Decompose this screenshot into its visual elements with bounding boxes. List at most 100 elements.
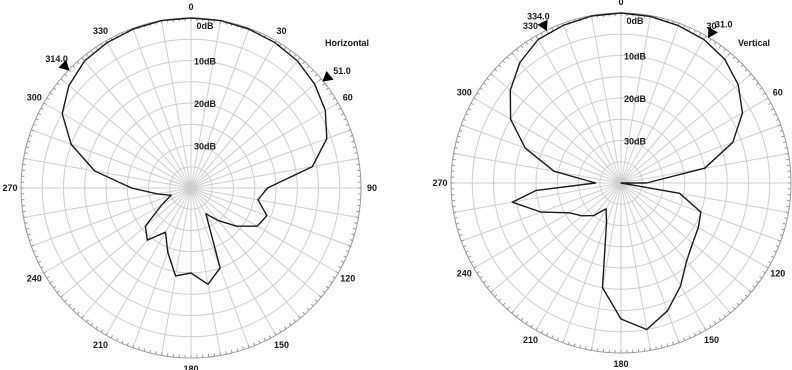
grid-spoke bbox=[43, 187, 192, 274]
grid-tick bbox=[253, 342, 256, 346]
grid-tick bbox=[698, 32, 702, 36]
grid-tick bbox=[335, 102, 339, 105]
grid-tick bbox=[467, 255, 472, 258]
grid-tick bbox=[479, 275, 483, 279]
grid-tick bbox=[306, 307, 310, 311]
grid-tick bbox=[773, 113, 777, 116]
grid-tick bbox=[777, 239, 781, 242]
grid-tick bbox=[37, 260, 42, 263]
grid-spoke bbox=[190, 28, 250, 189]
grid-spoke bbox=[190, 187, 222, 356]
grid-tick bbox=[649, 347, 652, 351]
grid-spoke bbox=[490, 73, 622, 184]
beamwidth-marker-label: 314.0 bbox=[45, 54, 68, 64]
radial-tick-label: 10dB bbox=[624, 52, 647, 62]
grid-spoke bbox=[620, 182, 769, 269]
radial-tick-label: 30dB bbox=[624, 137, 647, 147]
grid-tick bbox=[688, 335, 691, 339]
grid-spoke bbox=[490, 182, 622, 293]
grid-tick bbox=[498, 298, 502, 302]
grid-tick bbox=[515, 314, 519, 318]
grid-tick bbox=[723, 314, 727, 318]
grid-tick bbox=[236, 348, 239, 352]
grid-tick bbox=[25, 227, 30, 230]
grid-tick bbox=[274, 332, 277, 336]
vertical-polar-grid bbox=[450, 12, 792, 354]
grid-tick bbox=[494, 294, 498, 298]
grid-tick bbox=[132, 344, 135, 348]
grid-tick bbox=[773, 250, 777, 253]
grid-spoke bbox=[81, 57, 192, 189]
grid-tick bbox=[43, 102, 47, 105]
grid-tick bbox=[283, 46, 287, 50]
grid-spoke bbox=[190, 129, 351, 189]
grid-tick bbox=[762, 92, 766, 95]
grid-tick bbox=[748, 73, 752, 77]
grid-tick bbox=[314, 73, 318, 77]
radial-tick-label: 20dB bbox=[624, 94, 647, 104]
angle-tick-label: 120 bbox=[770, 269, 785, 279]
grid-tick bbox=[155, 351, 157, 355]
grid-tick bbox=[530, 38, 533, 42]
grid-tick bbox=[268, 335, 272, 339]
grid-tick bbox=[68, 303, 72, 307]
grid-tick bbox=[779, 129, 783, 132]
grid-tick bbox=[314, 299, 318, 303]
grid-tick bbox=[279, 329, 282, 333]
grid-tick bbox=[525, 41, 529, 45]
grid-spoke bbox=[535, 35, 622, 184]
grid-tick bbox=[525, 321, 529, 325]
grid-tick bbox=[782, 141, 787, 144]
grid-tick bbox=[765, 266, 769, 269]
grid-spoke bbox=[511, 52, 622, 184]
grid-spoke bbox=[562, 182, 622, 343]
grid-tick bbox=[325, 285, 329, 289]
grid-tick bbox=[655, 346, 657, 350]
grid-tick bbox=[23, 216, 27, 219]
grid-tick bbox=[351, 233, 355, 236]
grid-tick bbox=[752, 77, 756, 81]
grid-tick bbox=[779, 234, 783, 237]
grid-tick bbox=[56, 290, 60, 294]
grid-tick bbox=[530, 324, 533, 328]
grid-spoke bbox=[190, 187, 339, 274]
grid-tick bbox=[90, 50, 94, 54]
grid-spoke bbox=[190, 102, 339, 189]
pattern-line bbox=[509, 12, 744, 331]
angle-tick-label: 180 bbox=[183, 364, 198, 370]
pattern-line bbox=[61, 17, 328, 285]
grid-tick bbox=[748, 289, 752, 293]
grid-tick bbox=[677, 339, 680, 343]
grid-tick bbox=[465, 250, 469, 253]
angle-tick-label: 0 bbox=[618, 0, 623, 7]
grid-tick bbox=[573, 343, 576, 347]
grid-tick bbox=[494, 68, 498, 72]
grid-tick bbox=[318, 78, 322, 82]
angle-tick-label: 30 bbox=[706, 21, 716, 31]
grid-tick bbox=[709, 324, 712, 328]
vertical-markers: 334.0 31.0 bbox=[527, 12, 733, 39]
grid-tick bbox=[718, 45, 722, 49]
grid-tick bbox=[579, 344, 582, 349]
grid-tick bbox=[770, 108, 775, 111]
beamwidth-marker-label: 31.0 bbox=[715, 19, 733, 29]
grid-tick bbox=[768, 102, 772, 106]
grid-spoke bbox=[620, 182, 680, 343]
horizontal-angle-labels: 0 30 60 90 120 150 180 210 240 270 300 330 bbox=[2, 2, 377, 370]
beamwidth-marker bbox=[537, 19, 548, 32]
radial-tick-label: 10dB bbox=[194, 57, 217, 67]
grid-tick bbox=[483, 82, 487, 86]
grid-spoke bbox=[190, 187, 301, 319]
grid-tick bbox=[355, 157, 359, 160]
grid-tick bbox=[306, 65, 310, 69]
angle-tick-label: 300 bbox=[27, 93, 42, 103]
grid-tick bbox=[520, 317, 524, 321]
grid-tick bbox=[288, 50, 292, 54]
horizontal-polar-grid bbox=[20, 17, 362, 359]
grid-tick bbox=[740, 64, 744, 68]
grid-tick bbox=[64, 299, 68, 303]
grid-tick bbox=[455, 141, 460, 144]
grid-tick bbox=[343, 255, 347, 258]
grid-tick bbox=[457, 228, 461, 231]
